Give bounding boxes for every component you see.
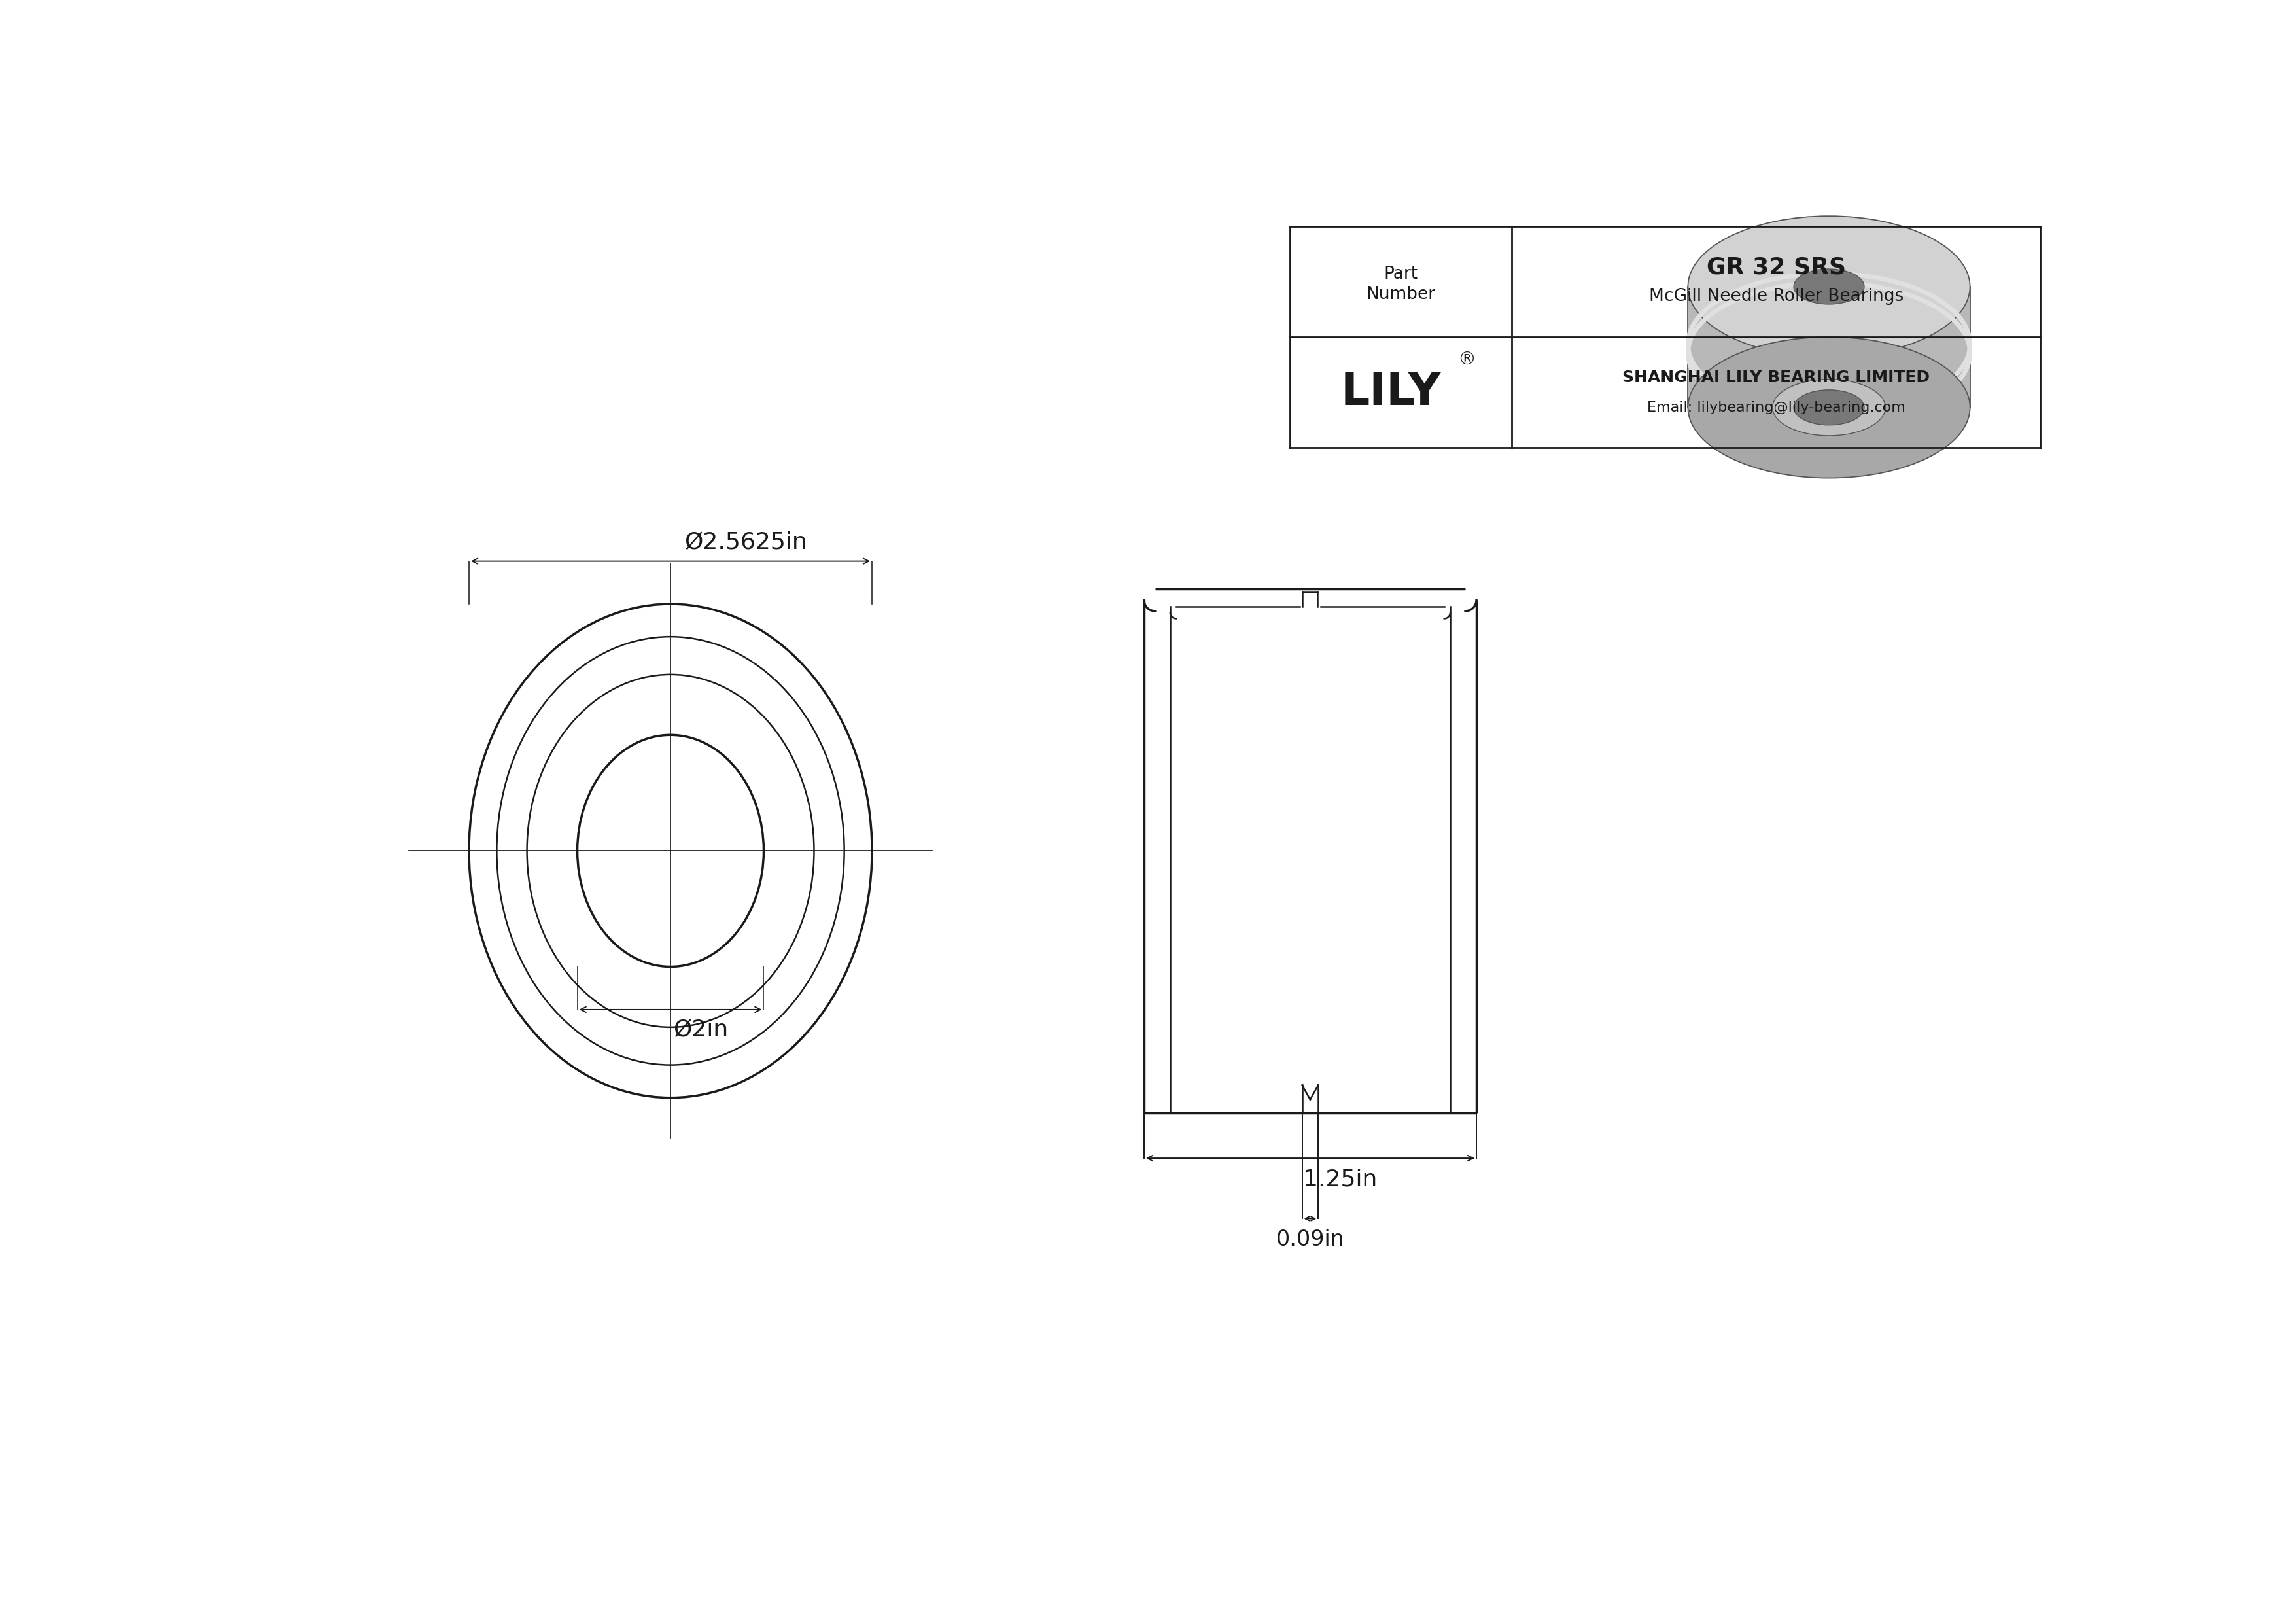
Text: Number: Number — [1366, 286, 1435, 302]
Text: Ø2.5625in: Ø2.5625in — [684, 531, 808, 554]
Text: ®: ® — [1458, 351, 1476, 369]
Ellipse shape — [1793, 270, 1864, 304]
Text: Part: Part — [1384, 265, 1419, 283]
Text: LILY: LILY — [1341, 370, 1442, 414]
Polygon shape — [1688, 286, 1970, 408]
Text: GR 32 SRS: GR 32 SRS — [1706, 257, 1846, 279]
Ellipse shape — [1688, 216, 1970, 357]
Ellipse shape — [1688, 336, 1970, 477]
Text: Email: lilybearing@lily-bearing.com: Email: lilybearing@lily-bearing.com — [1646, 401, 1906, 414]
Text: McGill Needle Roller Bearings: McGill Needle Roller Bearings — [1649, 287, 1903, 305]
Text: 0.09in: 0.09in — [1277, 1229, 1345, 1250]
Ellipse shape — [1773, 380, 1885, 435]
Text: 1.25in: 1.25in — [1304, 1168, 1378, 1190]
Text: SHANGHAI LILY BEARING LIMITED: SHANGHAI LILY BEARING LIMITED — [1623, 369, 1931, 385]
Text: Ø2in: Ø2in — [673, 1018, 728, 1041]
Ellipse shape — [1793, 390, 1864, 425]
